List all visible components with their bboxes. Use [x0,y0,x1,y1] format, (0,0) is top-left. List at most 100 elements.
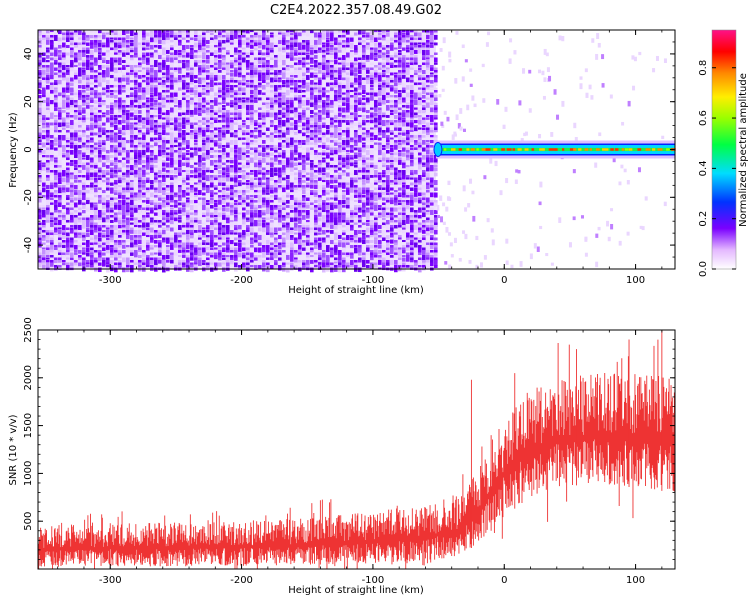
heatmap-cell [314,35,318,40]
heatmap-cell [94,110,98,113]
heatmap-cell [242,245,246,249]
heatmap-cell [134,110,138,115]
heatmap-cell [198,80,202,85]
heatmap-cell [142,152,146,156]
heatmap-cell [186,75,190,80]
heatmap-cell [106,110,110,113]
heatmap-cell [154,127,158,132]
heatmap-cell [266,145,270,148]
heatmap-cell [266,40,270,43]
heatmap-cell [66,90,70,93]
heatmap-cell [286,185,290,189]
heatmap-cell [270,190,274,194]
heatmap-cell [202,242,206,247]
heatmap-cell [218,60,222,65]
heatmap-cell [114,85,118,88]
heatmap-cell [198,162,202,167]
heatmap-cell [282,165,286,169]
heatmap-cell [250,217,254,223]
heatmap-cell [106,195,110,200]
heatmap-cell [194,212,198,216]
heatmap-cell [106,95,110,98]
heatmap-cell [146,150,150,153]
heatmap-cell [38,232,42,236]
heatmap-cell [106,115,110,120]
heatmap-cell [254,140,258,145]
heatmap-cell [86,167,90,172]
heatmap-cell [54,210,58,214]
heatmap-cell [278,57,282,62]
heatmap-cell [122,102,126,107]
heatmap-cell [306,102,310,106]
heatmap-cell [70,202,74,205]
heatmap-cell [126,50,130,55]
heatmap-cell [38,95,42,99]
heatmap-cell [186,220,190,225]
heatmap-cell [266,127,270,131]
heatmap-cell [282,130,286,133]
heatmap-cell [230,85,234,88]
heatmap-cell [166,40,170,44]
heatmap-cell [214,252,218,258]
heatmap-cell [194,175,198,179]
heatmap-cell [190,255,194,259]
heatmap-cell [278,150,282,153]
heatmap-cell [230,122,234,127]
heatmap-cell [182,170,186,173]
heatmap-cell [38,205,42,208]
heatmap-cell [262,80,266,83]
heatmap-cell [146,230,150,235]
heatmap-cell [218,30,222,35]
heatmap-cell [206,187,210,192]
heatmap-cell [182,162,186,167]
heatmap-cell [294,212,298,217]
heatmap-cell [306,177,310,181]
heatmap-cell [54,35,58,39]
heatmap-cell [154,120,158,125]
heatmap-cell [50,237,54,242]
heatmap-cell [234,177,238,181]
heatmap-cell [198,70,202,74]
heatmap-cell [222,80,226,85]
heatmap-cell [150,202,154,206]
heatmap-cell [62,192,66,195]
heatmap-cell [70,30,74,34]
heatmap-cell [162,37,166,41]
heatmap-cell [182,55,186,59]
heatmap-cell [282,252,286,258]
heatmap-cell [110,195,114,198]
heatmap-cell [38,75,42,79]
heatmap-cell [286,100,290,105]
heatmap-cell [302,100,306,104]
heatmap-cell [302,202,306,205]
heatmap-cell [90,72,94,77]
heatmap-cell [62,57,66,61]
heatmap-cell [86,135,90,139]
heatmap-cell [138,127,142,130]
heatmap-cell [130,47,134,53]
heatmap-cell [114,250,118,254]
heatmap-cell [114,117,118,121]
heatmap-cell [66,122,70,125]
heatmap-cell [250,252,254,257]
heatmap-cell [142,252,146,257]
heatmap-cell [262,97,266,100]
heatmap-cell [126,77,130,83]
heatmap-cell [166,122,170,126]
heatmap-cell [46,102,50,107]
heatmap-cell [266,257,270,260]
heatmap-cell [298,155,302,160]
heatmap-cell [118,82,122,86]
heatmap-cell [210,110,214,114]
heatmap-cell [138,230,142,235]
heatmap-cell [242,60,246,65]
heatmap-cell [42,110,46,115]
heatmap-cell [178,232,182,238]
heatmap-cell [186,230,190,235]
heatmap-cell [50,245,54,250]
heatmap-cell [38,147,42,150]
heatmap-cell [94,57,98,63]
heatmap-cell [206,87,210,93]
heatmap-cell [186,135,190,139]
heatmap-cell [190,165,194,169]
